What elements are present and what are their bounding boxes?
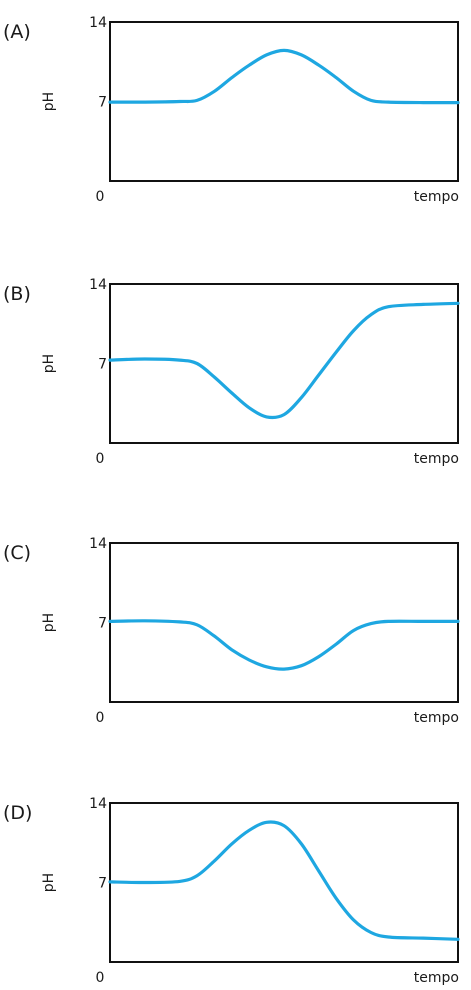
- x-origin-label: 0: [96, 189, 105, 205]
- y-tick-label: 14: [89, 536, 107, 552]
- y-tick-label: 14: [89, 277, 107, 293]
- y-axis-label: pH: [41, 92, 57, 111]
- panel-label: (B): [3, 283, 31, 305]
- y-axis-label: pH: [41, 613, 57, 632]
- chart-panel: (D) 7 14 pH 0 tempo: [3, 796, 460, 986]
- y-axis-label: pH: [41, 873, 57, 892]
- panel-label: (C): [3, 542, 31, 564]
- ph-curve: [108, 301, 460, 420]
- y-tick-label: 7: [98, 95, 107, 111]
- chart-panel: (B) 7 14 pH 0 tempo: [3, 277, 460, 467]
- panel-label: (A): [3, 21, 31, 43]
- ph-curve: [108, 48, 460, 105]
- x-axis-label: tempo: [414, 710, 459, 726]
- y-tick-label: 14: [89, 796, 107, 812]
- chart-panel: (C) 7 14 pH 0 tempo: [3, 536, 460, 726]
- y-tick-label: 14: [89, 15, 107, 31]
- ph-curve: [108, 619, 460, 671]
- ph-curve: [108, 820, 460, 941]
- x-origin-label: 0: [96, 710, 105, 726]
- y-tick-label: 7: [98, 876, 107, 892]
- x-origin-label: 0: [96, 451, 105, 467]
- chart-panel: (A) 7 14 pH 0 tempo: [3, 15, 460, 205]
- x-axis-label: tempo: [414, 970, 459, 986]
- y-tick-label: 7: [98, 616, 107, 632]
- x-origin-label: 0: [96, 970, 105, 986]
- x-axis-label: tempo: [414, 451, 459, 467]
- y-tick-label: 7: [98, 357, 107, 373]
- plot-frame: [109, 283, 459, 444]
- panel-label: (D): [3, 802, 32, 824]
- y-axis-label: pH: [41, 354, 57, 373]
- x-axis-label: tempo: [414, 189, 459, 205]
